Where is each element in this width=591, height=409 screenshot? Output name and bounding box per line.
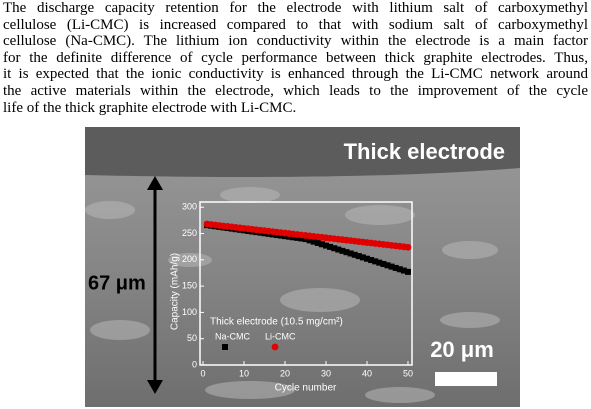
- marker: [400, 267, 407, 274]
- marker: [343, 249, 350, 256]
- text-line: the active materials within the electrod…: [3, 82, 588, 99]
- text-line: cellulose (Na-CMC). The lithium ion cond…: [3, 33, 588, 50]
- x-tick-label: 20: [280, 368, 290, 378]
- legend-marker: [222, 344, 228, 350]
- marker: [380, 260, 387, 267]
- legend-label: Li-CMC: [265, 331, 296, 341]
- marker: [314, 239, 321, 246]
- x-tick-label: 40: [362, 368, 372, 378]
- annotation: Thick electrode (10.5 mg/cm²): [210, 317, 343, 328]
- marker: [351, 251, 358, 258]
- marker: [302, 236, 309, 243]
- y-axis-label: Capacity (mAh/g): [170, 253, 181, 330]
- y-tick-label: 0: [192, 359, 197, 369]
- marker: [355, 253, 362, 260]
- text-line: it is expected that the ionic conductivi…: [3, 66, 588, 83]
- marker: [306, 237, 313, 244]
- x-axis-label: Cycle number: [275, 383, 337, 394]
- marker: [331, 245, 338, 252]
- marker: [347, 250, 354, 257]
- marker: [335, 246, 342, 253]
- figure-title: Thick electrode: [344, 139, 505, 164]
- sem-texture: [85, 187, 500, 403]
- text-line: The discharge capacity retention for the…: [3, 0, 588, 16]
- marker: [392, 264, 399, 271]
- scale-label: 20 μm: [430, 337, 494, 362]
- y-tick-label: 150: [182, 281, 197, 291]
- marker: [327, 243, 334, 250]
- y-tick-label: 250: [182, 228, 197, 238]
- x-tick-label: 10: [239, 368, 249, 378]
- marker: [376, 259, 383, 266]
- marker: [359, 254, 366, 261]
- marker: [384, 262, 391, 269]
- text-line: for the definite difference of cycle per…: [3, 49, 588, 66]
- y-tick-label: 200: [182, 254, 197, 264]
- marker: [372, 258, 379, 265]
- marker: [404, 243, 412, 251]
- marker: [388, 263, 395, 270]
- thickness-arrow: [147, 176, 163, 394]
- x-tick-label: 30: [321, 368, 331, 378]
- marker: [318, 241, 325, 248]
- inset-chart: 0 50 100 150 200 250 300 0 10 20 30 40 50 Cycle numbe…: [170, 201, 413, 394]
- y-tick-label: 50: [187, 333, 197, 343]
- marker: [364, 255, 370, 262]
- text-line: life of the thick graphite electrode wit…: [3, 99, 297, 116]
- marker: [323, 242, 329, 249]
- marker: [405, 268, 411, 275]
- legend-label: Na-CMC: [215, 331, 250, 341]
- x-tick-label: 0: [200, 368, 205, 378]
- marker: [339, 247, 346, 254]
- paragraph: The discharge capacity retention for the…: [3, 0, 588, 116]
- marker: [298, 235, 305, 242]
- marker: [310, 238, 317, 245]
- marker: [368, 257, 375, 264]
- thickness-label: 67 μm: [88, 272, 146, 294]
- legend-marker: [271, 343, 279, 351]
- y-tick-label: 100: [182, 307, 197, 317]
- plot-frame: [199, 201, 413, 366]
- y-tick-label: 300: [182, 202, 197, 212]
- text-line: cellulose (Li-CMC) is increased compared…: [3, 16, 588, 33]
- marker: [396, 266, 403, 273]
- x-tick-label: 50: [403, 368, 413, 378]
- top-band: [85, 127, 520, 178]
- scale-bar: [435, 372, 497, 386]
